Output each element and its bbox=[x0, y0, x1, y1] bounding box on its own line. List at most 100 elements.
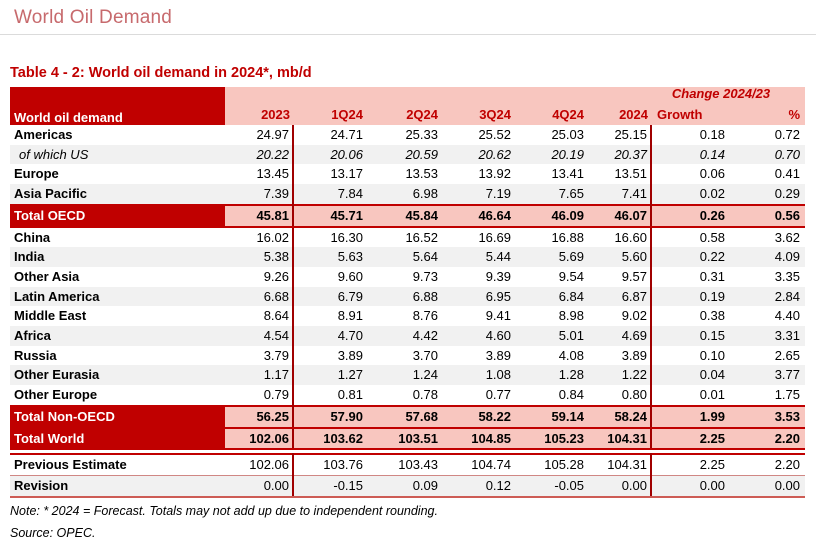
table-note: Note: * 2024 = Forecast. Totals may not … bbox=[10, 503, 438, 518]
cell-value: 0.26 bbox=[651, 203, 737, 228]
cell-value: 20.62 bbox=[441, 144, 514, 165]
row-label: Other Eurasia bbox=[10, 365, 225, 386]
cell-value: 0.12 bbox=[441, 474, 514, 498]
cell-value: 16.60 bbox=[587, 226, 652, 248]
cell-value: 20.19 bbox=[514, 144, 587, 165]
cell-value: 9.60 bbox=[337, 268, 363, 284]
cell-value: 6.68 bbox=[225, 286, 294, 307]
cell-value: 0.19 bbox=[651, 286, 737, 307]
cell-value: 1.28 bbox=[514, 365, 587, 386]
cell-value: 7.41 bbox=[587, 184, 652, 205]
cell-value: 9.26 bbox=[225, 266, 294, 287]
world-oil-demand-table: World oil demand Change 2024/23 2023 1Q2… bbox=[10, 87, 805, 498]
cell-value: 13.45 bbox=[225, 164, 294, 185]
table-row: Total OECD 45.81 45.71 45.84 46.64 46.09 46.07… bbox=[10, 203, 805, 228]
column-header-4q24: 4Q24 bbox=[514, 101, 587, 125]
cell-value: 0.29 bbox=[737, 184, 805, 205]
cell-value: 4.40 bbox=[774, 308, 800, 324]
cell-value: 5.63 bbox=[293, 247, 366, 267]
cell-value: 8.98 bbox=[558, 308, 584, 324]
cell-value: 105.28 bbox=[514, 453, 587, 476]
cell-value: 5.60 bbox=[587, 247, 652, 267]
cell-value: 4.42 bbox=[366, 326, 441, 346]
table-row: Other Asia 9.26 9.60 9.73 9.39 9.54 9.57 0.31 3.… bbox=[10, 266, 805, 287]
cell-value: 0.70 bbox=[737, 144, 805, 165]
table-row: Europe 13.45 13.17 13.53 13.92 13.41 13.51 0.06… bbox=[10, 164, 805, 185]
cell-value: 0.00 bbox=[651, 474, 737, 498]
cell-value: -0.05 bbox=[514, 474, 587, 498]
cell-value: 0.84 bbox=[558, 387, 584, 403]
cell-value: 16.02 bbox=[225, 226, 294, 248]
table-row: Asia Pacific 7.39 7.84 6.98 7.19 7.65 7.41 0.02… bbox=[10, 184, 805, 205]
cell-value: 4.69 bbox=[587, 326, 652, 346]
cell-value: 16.88 bbox=[551, 229, 584, 245]
cell-value: 3.89 bbox=[485, 347, 511, 363]
cell-value: 9.73 bbox=[412, 268, 438, 284]
cell-value: 3.53 bbox=[737, 404, 805, 429]
cell-value: 6.88 bbox=[366, 286, 441, 307]
cell-value: 0.78 bbox=[412, 387, 438, 403]
cell-value: 4.54 bbox=[225, 326, 294, 346]
cell-value: 6.84 bbox=[514, 286, 587, 307]
row-label: Previous Estimate bbox=[10, 453, 225, 476]
cell-value: 2.20 bbox=[737, 426, 805, 451]
cell-value: 0.18 bbox=[699, 127, 725, 142]
header-divider bbox=[0, 34, 816, 35]
cell-value: 0.58 bbox=[699, 229, 725, 245]
cell-value: 24.71 bbox=[330, 127, 363, 142]
table-row: Other Eurasia 1.17 1.27 1.24 1.08 1.28 1.22 0.0… bbox=[10, 365, 805, 386]
cell-value: 58.22 bbox=[441, 404, 514, 429]
table-section: Table 4 - 2: World oil demand in 2024*, … bbox=[0, 65, 816, 540]
row-label: Other Europe bbox=[14, 387, 98, 403]
cell-value: 0.22 bbox=[651, 247, 737, 267]
cell-value: 3.31 bbox=[737, 326, 805, 346]
cell-value: 5.38 bbox=[225, 247, 294, 267]
page-title: World Oil Demand bbox=[14, 7, 173, 28]
cell-value: 6.87 bbox=[587, 286, 652, 307]
header-row-change: World oil demand Change 2024/23 bbox=[10, 87, 805, 125]
cell-value: 9.57 bbox=[587, 266, 652, 287]
row-label: Russia bbox=[14, 347, 57, 363]
cell-value: 5.64 bbox=[366, 247, 441, 267]
cell-value: 9.41 bbox=[485, 308, 511, 324]
column-header-3q24: 3Q24 bbox=[441, 101, 514, 125]
table-source: Source: OPEC. bbox=[10, 525, 96, 540]
cell-value: 7.84 bbox=[293, 184, 366, 205]
row-label: China bbox=[14, 229, 51, 245]
table-row: Latin America 6.68 6.79 6.88 6.95 6.84 6.87 0.1… bbox=[10, 286, 805, 307]
cell-value: 0.01 bbox=[699, 387, 725, 403]
table-row: Other Europe 0.79 0.81 0.78 0.77 0.84 0.80 0.01… bbox=[10, 385, 805, 406]
table-row: China 16.02 16.30 16.52 16.69 16.88 16.60 0.58 3… bbox=[10, 226, 805, 248]
cell-value: 0.00 bbox=[225, 474, 294, 498]
cell-value: 0.72 bbox=[774, 127, 800, 142]
row-label: Total Non-OECD bbox=[10, 404, 225, 429]
row-label: Total OECD bbox=[10, 203, 225, 228]
cell-value: 104.31 bbox=[587, 453, 652, 476]
row-label: Latin America bbox=[10, 286, 225, 307]
column-header-label: World oil demand bbox=[10, 87, 225, 125]
column-header-change: Change 2024/23 bbox=[651, 87, 805, 101]
cell-value: 25.52 bbox=[478, 127, 511, 142]
cell-value: 8.76 bbox=[412, 308, 438, 324]
table-row: Russia 3.79 3.89 3.70 3.89 4.08 3.89 0.10 2.65 bbox=[10, 345, 805, 366]
cell-value: 3.89 bbox=[587, 345, 652, 366]
cell-value: 2.25 bbox=[651, 426, 737, 451]
cell-value: -0.15 bbox=[293, 474, 366, 498]
cell-value: 0.81 bbox=[337, 387, 363, 403]
row-label: Americas bbox=[14, 127, 73, 142]
table-row: Previous Estimate 102.06 103.76 103.43 104.7… bbox=[10, 453, 805, 476]
column-header-2q24: 2Q24 bbox=[366, 101, 441, 125]
cell-value: 1.75 bbox=[774, 387, 800, 403]
row-label: Total World bbox=[10, 426, 225, 451]
cell-value: 0.31 bbox=[699, 268, 725, 284]
cell-value: 104.85 bbox=[441, 426, 514, 451]
report-header: World Oil Demand bbox=[0, 0, 816, 34]
cell-value: 102.06 bbox=[225, 426, 294, 451]
cell-value: 7.19 bbox=[441, 184, 514, 205]
cell-value: 0.09 bbox=[366, 474, 441, 498]
cell-value: 20.22 bbox=[225, 144, 294, 165]
cell-value: 0.41 bbox=[774, 166, 800, 182]
table-row: India 5.38 5.63 5.64 5.44 5.69 5.60 0.22 4.09 bbox=[10, 247, 805, 267]
cell-value: 3.70 bbox=[412, 347, 438, 363]
cell-value: 2.84 bbox=[737, 286, 805, 307]
